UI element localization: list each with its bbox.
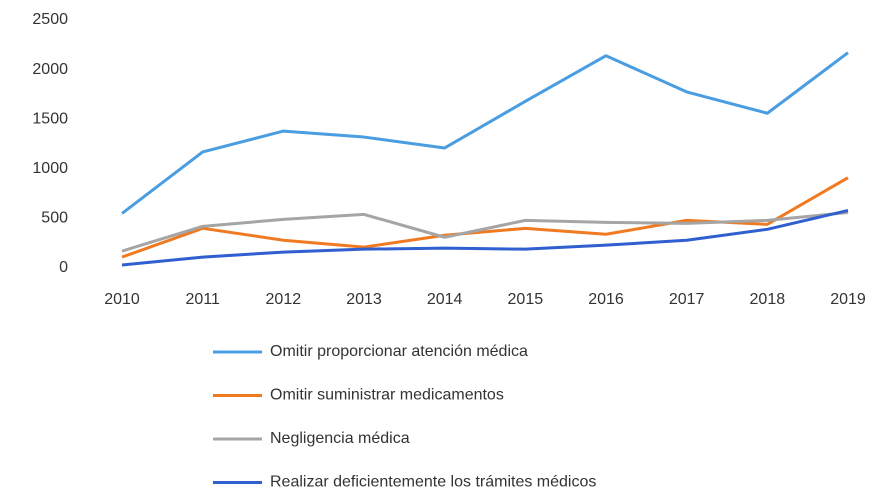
x-tick-label: 2015 [508,291,544,308]
x-tick-label: 2014 [427,291,463,308]
y-tick-label: 1500 [32,110,68,127]
x-tick-label: 2016 [588,291,624,308]
y-tick-label: 2500 [32,11,68,28]
y-tick-label: 2000 [32,61,68,78]
x-tick-label: 2012 [266,291,302,308]
legend-label: Negligencia médica [270,430,410,447]
legend-label: Realizar deficientemente los trámites mé… [270,474,596,491]
y-tick-label: 500 [41,210,68,227]
series-line [121,210,849,253]
x-tick-label: 2017 [669,291,705,308]
x-tick-label: 2010 [104,291,140,308]
x-tick-label: 2018 [750,291,786,308]
y-tick-label: 1000 [32,160,68,177]
series-line [121,209,849,267]
legend-label: Omitir suministrar medicamentos [270,387,504,404]
x-tick-label: 2011 [185,291,220,308]
legend-label: Omitir proporcionar atención médica [270,343,528,360]
x-tick-label: 2019 [830,291,866,308]
y-tick-label: 0 [59,259,68,276]
series-line [121,51,849,215]
series-line [121,176,849,259]
x-tick-label: 2013 [346,291,382,308]
